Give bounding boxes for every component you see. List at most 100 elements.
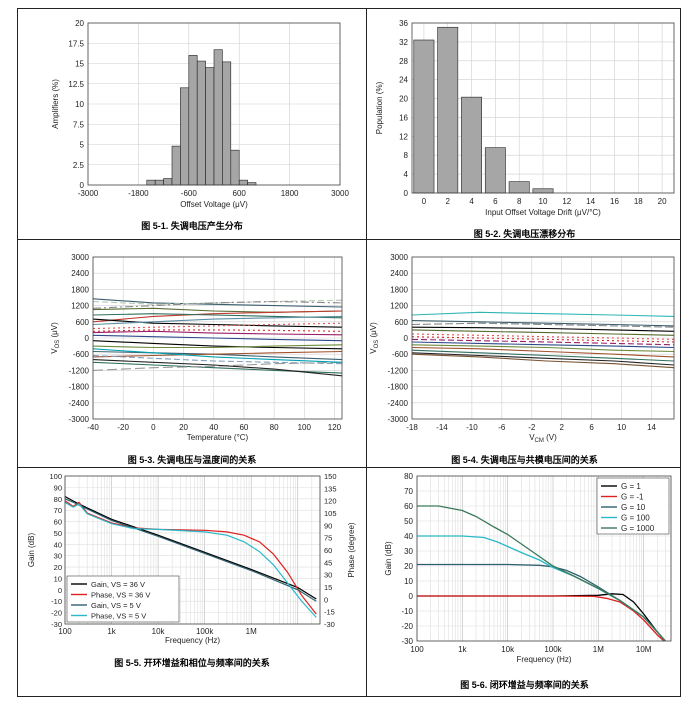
data-series-line xyxy=(64,501,317,618)
x-tick-label: 20 xyxy=(179,423,188,432)
y2-tick-label: 0 xyxy=(324,595,328,604)
x-tick-label: 4 xyxy=(469,197,474,206)
x-tick-label: 18 xyxy=(634,197,643,206)
x-tick-label: 60 xyxy=(239,423,248,432)
x-tick-label: 6 xyxy=(493,197,498,206)
data-series-line xyxy=(92,361,343,374)
data-series-line xyxy=(411,341,675,349)
y-axis-label: Amplifiers (%) xyxy=(51,79,60,129)
data-series-line xyxy=(92,361,343,371)
x-tick-label: 100k xyxy=(544,645,562,654)
legend-label: Gain, VS = 36 V xyxy=(91,580,145,589)
data-series-line xyxy=(411,319,675,327)
x-axis-label: Input Offset Voltage Drift (μV/°C) xyxy=(485,208,601,217)
figure-cell-offset-vs-temperature: -3000 -2400 -1800 -1200 -600 0 600 1200 1800 2400… xyxy=(18,240,366,467)
open-loop-gain-phase-chart: -30-20-100102030405060708090100-30-15015… xyxy=(27,472,356,645)
legend-label: Gain, VS = 5 V xyxy=(91,601,141,610)
y-tick-label: 2400 xyxy=(71,269,89,278)
histogram-bar xyxy=(532,188,554,194)
y-tick-label: 40 xyxy=(404,532,413,541)
legend-label: G = 1 xyxy=(621,482,641,491)
figure-caption: 图 5-5. 开环增益和相位与频率间的关系 xyxy=(114,658,270,668)
x-tick-label: 100 xyxy=(298,423,312,432)
x-tick-label: -1800 xyxy=(128,189,149,198)
data-series-line xyxy=(92,299,343,305)
data-series-line xyxy=(92,300,343,309)
data-series-line xyxy=(411,322,675,328)
y-tick-label: 24 xyxy=(399,76,408,85)
x-tick-label: -20 xyxy=(117,423,129,432)
figure-cell-closed-loop: -30 -20 -10 0 10 20 30 40 50 60 70 80 100 1k 10k 100k 1M… xyxy=(367,468,682,698)
y-tick-label: 15 xyxy=(75,60,84,69)
data-series-line xyxy=(411,344,675,353)
y-axis-label: Phase (degree) xyxy=(347,522,356,577)
figure-caption: 图 5-2. 失调电压漂移分布 xyxy=(473,229,576,239)
y-tick-label: 20 xyxy=(404,562,413,571)
y-tick-label: 30 xyxy=(54,552,62,561)
x-tick-label: 14 xyxy=(647,423,656,432)
x-tick-label: 10M xyxy=(636,645,652,654)
figure-caption: 图 5-6. 闭环增益与频率间的关系 xyxy=(460,680,589,690)
x-tick-label: 20 xyxy=(658,197,667,206)
x-tick-label: 100 xyxy=(410,645,424,654)
legend-label: G = 1000 xyxy=(621,524,655,533)
y-axis-label: Gain (dB) xyxy=(384,541,393,576)
x-tick-label: 1k xyxy=(458,645,467,654)
data-series-line xyxy=(92,329,343,332)
x-tick-label: 10k xyxy=(501,645,515,654)
histogram-bar xyxy=(188,55,198,186)
closed-loop-gain-chart: -30 -20 -10 0 10 20 30 40 50 60 70 80 100 1k 10k 100k 1M… xyxy=(384,472,672,664)
data-series-line xyxy=(92,322,343,330)
y2-tick-label: 15 xyxy=(324,583,332,592)
histogram-bar xyxy=(146,179,156,186)
figure-caption: 图 5-1. 失调电压产生分布 xyxy=(141,221,243,231)
figure-cell-offset-vs-vcm: -3000 -2400 -1800 -1200 -600 0 600 1200 1800 2400… xyxy=(367,240,682,467)
x-tick-label: 0 xyxy=(151,423,156,432)
plot-frame xyxy=(411,22,675,194)
y-tick-label: 28 xyxy=(399,57,408,66)
y-tick-label: 8 xyxy=(404,151,409,160)
y-tick-label: -2400 xyxy=(69,399,90,408)
histogram-bar xyxy=(205,67,215,186)
y-tick-label: 70 xyxy=(54,506,62,515)
data-series-line xyxy=(92,315,343,326)
y-axis-label: VOS (μV) xyxy=(369,322,380,354)
y-tick-label: 600 xyxy=(76,318,90,327)
y-tick-label: 32 xyxy=(399,38,408,47)
legend-label: Phase, VS = 5 V xyxy=(91,612,146,621)
y2-tick-label: 45 xyxy=(324,558,332,567)
y-tick-label: -3000 xyxy=(69,415,90,424)
y2-tick-label: 90 xyxy=(324,521,332,530)
plot-frame xyxy=(64,475,321,625)
x-tick-label: -6 xyxy=(498,423,506,432)
x-tick-label: -18 xyxy=(406,423,418,432)
column-divider xyxy=(366,9,367,696)
data-series-line xyxy=(411,311,675,317)
data-series-line xyxy=(411,349,675,362)
x-tick-label: -10 xyxy=(466,423,478,432)
y-tick-label: 90 xyxy=(54,483,62,492)
data-series-line xyxy=(417,595,665,642)
y2-tick-label: -30 xyxy=(324,620,335,629)
x-tick-label: -3000 xyxy=(78,189,99,198)
y-tick-label: -1800 xyxy=(69,383,90,392)
y-tick-label: 1800 xyxy=(71,285,89,294)
y-tick-label: 5 xyxy=(80,141,85,150)
histogram-bar xyxy=(163,178,173,186)
x-tick-label: 0 xyxy=(422,197,427,206)
y-tick-label: 20 xyxy=(54,563,62,572)
data-series-line xyxy=(417,593,666,642)
x-tick-label: 120 xyxy=(328,423,342,432)
histogram-bar xyxy=(196,60,206,186)
y-tick-label: 16 xyxy=(399,113,408,122)
y-tick-label: 17.5 xyxy=(68,39,84,48)
data-series-line xyxy=(417,505,666,642)
y-tick-label: -3000 xyxy=(388,415,409,424)
y-tick-label: 50 xyxy=(404,517,413,526)
y-tick-label: 10 xyxy=(404,577,413,586)
figure-cell-drift-distribution: 0 4 8 12 16 20 24 28 32 36 0 2 4 6 8 10 12 14 16 18 20 Input … xyxy=(367,9,682,239)
histogram-bar xyxy=(484,147,506,194)
y-tick-label: 0 xyxy=(80,181,85,190)
plot-frame xyxy=(87,22,341,186)
x-tick-label: 100k xyxy=(196,627,214,636)
